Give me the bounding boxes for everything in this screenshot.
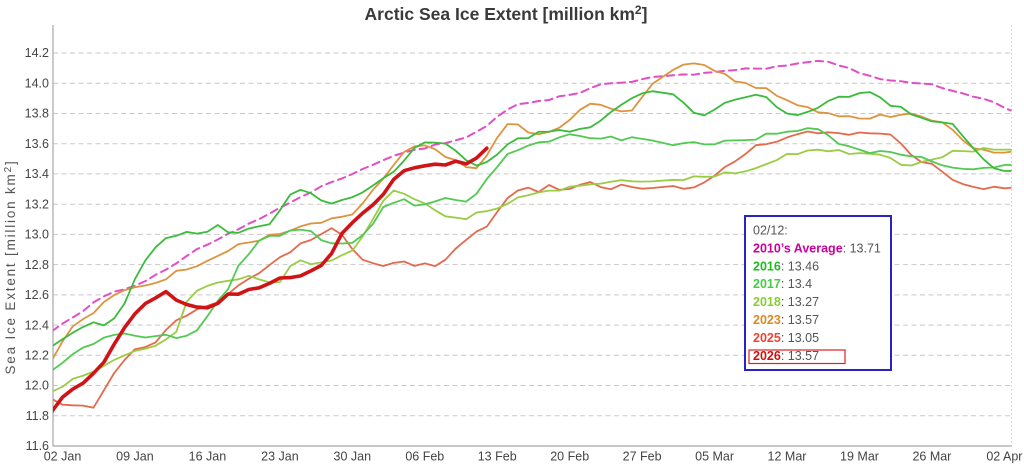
svg-text:2010’s Average: 13.71: 2010’s Average: 13.71 [753, 241, 881, 255]
svg-text:2023: 13.57: 2023: 13.57 [753, 313, 819, 327]
svg-text:12.2: 12.2 [25, 349, 49, 363]
svg-text:12.4: 12.4 [25, 318, 49, 332]
svg-text:26 Mar: 26 Mar [912, 450, 951, 464]
svg-text:14.2: 14.2 [25, 46, 49, 60]
svg-text:02 Apr: 02 Apr [986, 450, 1022, 464]
svg-text:12.0: 12.0 [25, 379, 49, 393]
svg-text:2017: 13.4: 2017: 13.4 [753, 277, 812, 291]
svg-text:06 Feb: 06 Feb [405, 450, 444, 464]
svg-text:13.6: 13.6 [25, 137, 49, 151]
svg-text:2018: 13.27: 2018: 13.27 [753, 295, 819, 309]
svg-text:30 Jan: 30 Jan [334, 450, 372, 464]
svg-text:20 Feb: 20 Feb [550, 450, 589, 464]
svg-text:12 Mar: 12 Mar [768, 450, 807, 464]
svg-text:2016: 13.46: 2016: 13.46 [753, 259, 819, 273]
svg-text:13.8: 13.8 [25, 107, 49, 121]
svg-text:13.2: 13.2 [25, 197, 49, 211]
svg-text:2025: 13.05: 2025: 13.05 [753, 331, 819, 345]
svg-text:23 Jan: 23 Jan [261, 450, 299, 464]
svg-text:16 Jan: 16 Jan [189, 450, 227, 464]
svg-text:11.8: 11.8 [26, 409, 49, 423]
svg-text:Arctic Sea Ice Extent [million: Arctic Sea Ice Extent [million km2] [365, 3, 648, 24]
svg-text:11.6: 11.6 [26, 439, 49, 453]
svg-text:13.4: 13.4 [25, 167, 49, 181]
svg-text:2026: 13.57: 2026: 13.57 [753, 349, 819, 363]
svg-text:13.0: 13.0 [25, 228, 49, 242]
svg-text:02/12:: 02/12: [753, 224, 788, 238]
svg-text:14.0: 14.0 [25, 76, 49, 90]
svg-text:19 Mar: 19 Mar [840, 450, 879, 464]
svg-text:27 Feb: 27 Feb [623, 450, 662, 464]
svg-text:09 Jan: 09 Jan [116, 450, 154, 464]
svg-text:Sea Ice Extent [million km2]: Sea Ice Extent [million km2] [3, 159, 18, 374]
svg-text:13 Feb: 13 Feb [478, 450, 517, 464]
svg-text:12.8: 12.8 [25, 258, 49, 272]
svg-text:05 Mar: 05 Mar [695, 450, 734, 464]
svg-text:12.6: 12.6 [25, 288, 49, 302]
svg-text:02 Jan: 02 Jan [44, 450, 82, 464]
